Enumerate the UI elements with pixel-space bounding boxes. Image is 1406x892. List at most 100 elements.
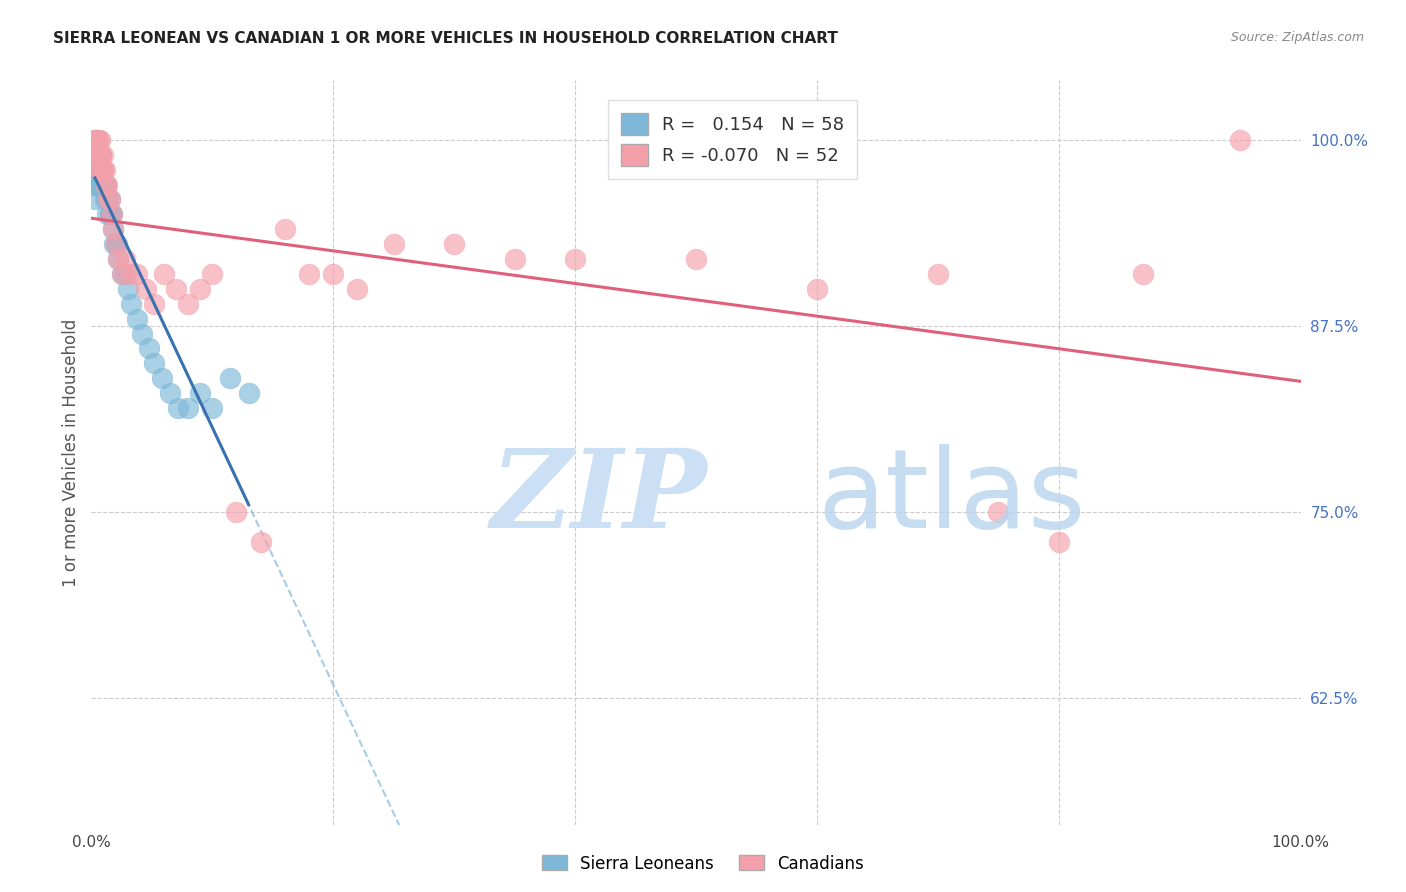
Point [94, 193, 117, 207]
Point [120, 267, 142, 281]
Point [86, 133, 108, 147]
Point [86, 148, 108, 162]
Point [806, 282, 828, 296]
Point [1132, 267, 1154, 281]
Point [93, 178, 115, 192]
Text: SIERRA LEONEAN VS CANADIAN 1 OR MORE VEHICLES IN HOUSEHOLD CORRELATION CHART: SIERRA LEONEAN VS CANADIAN 1 OR MORE VEH… [53, 31, 838, 46]
Point [86, 133, 108, 147]
Point [87, 162, 110, 177]
Point [93, 162, 115, 177]
Point [131, 326, 153, 341]
Point [927, 267, 949, 281]
Point [111, 267, 132, 281]
Point [143, 297, 166, 311]
Point [84, 133, 107, 147]
Point [89, 162, 111, 177]
Point [201, 401, 224, 415]
Point [84, 178, 107, 192]
Point [564, 252, 586, 266]
Point [101, 207, 124, 221]
Point [1047, 535, 1070, 549]
Point [97, 193, 120, 207]
Point [89, 178, 111, 192]
Point [219, 371, 242, 385]
Point [1229, 133, 1251, 147]
Point [987, 505, 1010, 519]
Point [87, 178, 110, 192]
Point [90, 162, 112, 177]
Point [143, 356, 166, 370]
Point [86, 162, 108, 177]
Text: atlas: atlas [817, 444, 1085, 551]
Point [96, 178, 118, 192]
Point [90, 162, 112, 177]
Point [382, 237, 405, 252]
Point [159, 386, 181, 401]
Point [96, 193, 118, 207]
Point [135, 282, 157, 296]
Point [94, 178, 117, 192]
Point [84, 193, 107, 207]
Point [104, 237, 127, 252]
Y-axis label: 1 or more Vehicles in Household: 1 or more Vehicles in Household [62, 318, 80, 587]
Point [93, 148, 115, 162]
Point [138, 342, 160, 356]
Point [89, 133, 111, 147]
Point [91, 178, 114, 192]
Text: Source: ZipAtlas.com: Source: ZipAtlas.com [1230, 31, 1364, 45]
Point [274, 222, 297, 236]
Point [84, 148, 107, 162]
Point [104, 237, 127, 252]
Point [84, 178, 107, 192]
Point [96, 207, 118, 221]
Point [150, 371, 173, 385]
Point [84, 133, 107, 147]
Point [103, 237, 125, 252]
Point [84, 133, 107, 147]
Point [90, 148, 112, 162]
Legend: R =   0.154   N = 58, R = -0.070   N = 52: R = 0.154 N = 58, R = -0.070 N = 52 [609, 101, 858, 178]
Point [94, 178, 117, 192]
Point [93, 162, 115, 177]
Point [120, 297, 142, 311]
Point [105, 237, 128, 252]
Point [685, 252, 707, 266]
Point [98, 207, 121, 221]
Point [111, 267, 132, 281]
Point [89, 162, 111, 177]
Point [101, 207, 124, 221]
Point [165, 282, 187, 296]
Point [322, 267, 344, 281]
Point [93, 162, 115, 177]
Point [238, 386, 260, 401]
Point [346, 282, 368, 296]
Point [177, 401, 200, 415]
Text: ZIP: ZIP [491, 443, 707, 551]
Point [298, 267, 321, 281]
Point [225, 505, 247, 519]
Point [503, 252, 526, 266]
Point [101, 222, 124, 236]
Point [91, 162, 114, 177]
Point [97, 193, 120, 207]
Point [114, 252, 136, 266]
Point [98, 193, 121, 207]
Point [93, 178, 115, 192]
Point [153, 267, 176, 281]
Point [101, 222, 124, 236]
Point [89, 148, 111, 162]
Point [117, 282, 139, 296]
Point [87, 148, 110, 162]
Point [127, 311, 149, 326]
Point [89, 148, 111, 162]
Point [90, 148, 112, 162]
Point [90, 178, 112, 192]
Point [84, 133, 107, 147]
Point [98, 193, 121, 207]
Point [443, 237, 465, 252]
Point [87, 133, 110, 147]
Point [127, 267, 149, 281]
Point [188, 282, 211, 296]
Point [91, 162, 114, 177]
Point [167, 401, 190, 415]
